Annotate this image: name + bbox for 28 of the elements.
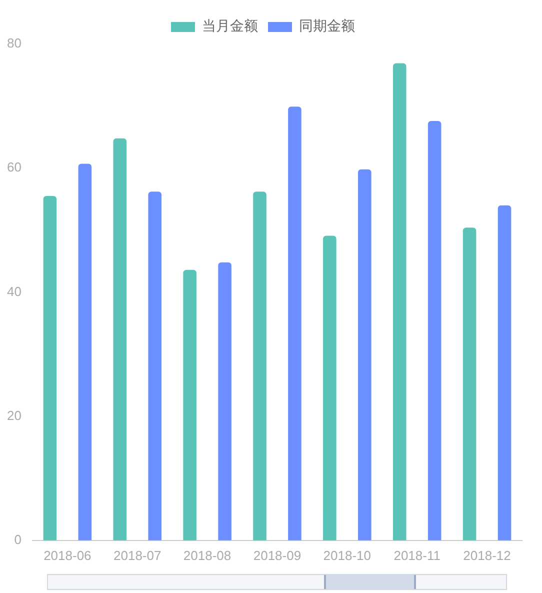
x-tick-label: 2018-12 [463,548,511,563]
bar [218,262,232,540]
y-tick-label: 0 [14,532,22,547]
y-tick-label: 40 [6,284,22,299]
bar [183,270,196,540]
x-tick-label: 2018-09 [253,548,302,563]
bar [288,106,302,540]
bar [428,120,442,540]
x-tick-label: 2018-06 [44,548,92,563]
bar [323,236,336,540]
bar [498,205,512,540]
x-tick-label: 2018-08 [183,548,232,563]
bar [148,192,162,540]
legend-label: 当月金额 [202,18,258,35]
bar [78,164,92,540]
y-tick-label: 80 [6,36,22,51]
bar [43,196,57,540]
x-tick-label: 2018-07 [114,548,162,563]
bar [253,192,266,540]
bar [462,228,476,540]
y-tick-label: 20 [6,408,22,423]
bar [392,63,406,540]
x-tick-label: 2018-10 [323,548,372,563]
x-tick-label: 2018-11 [394,548,440,563]
bar [113,138,127,540]
bar [358,169,372,540]
legend-label: 同期金额 [299,18,355,35]
y-tick-label: 60 [6,160,22,175]
